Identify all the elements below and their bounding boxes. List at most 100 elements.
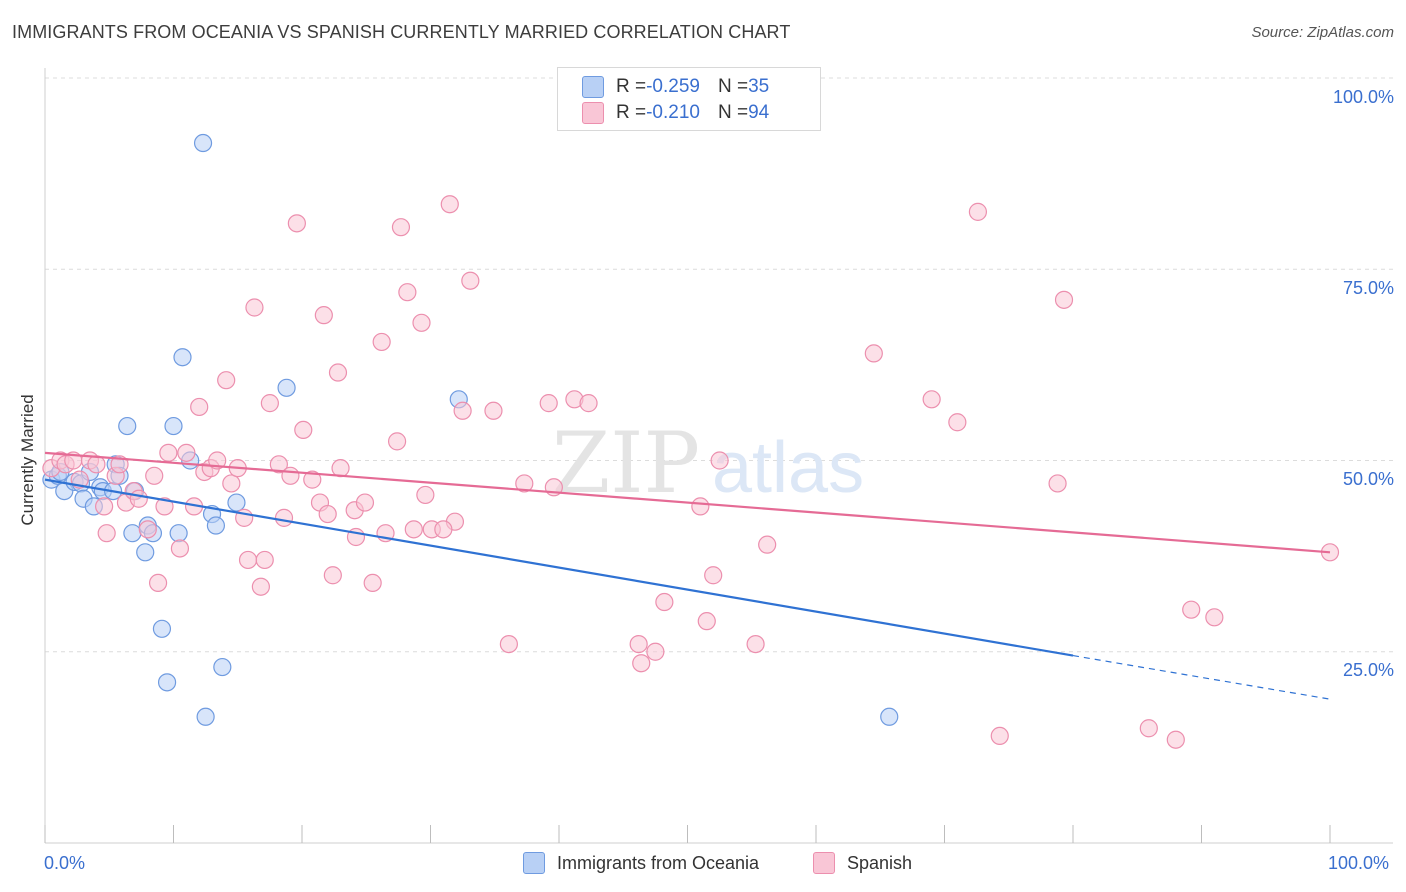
spanish-point <box>331 459 350 478</box>
r-value: -0.210 <box>646 102 700 123</box>
spanish-point <box>412 313 431 332</box>
spanish-point <box>746 634 765 654</box>
spanish-point <box>159 443 178 462</box>
legend-label-spanish: Spanish <box>847 852 913 873</box>
y-tick-label-100: 100.0% <box>1332 87 1394 107</box>
n-value: 94 <box>748 102 770 123</box>
spanish-point <box>387 432 407 451</box>
spanish-point <box>655 592 674 612</box>
spanish-point <box>539 394 558 413</box>
spanish-point <box>646 642 665 661</box>
spanish-point <box>629 634 648 654</box>
spanish-point <box>255 550 274 570</box>
spanish-point <box>269 455 288 474</box>
spanish-point <box>758 535 777 554</box>
spanish-point <box>1166 730 1185 749</box>
spanish-point <box>260 394 279 413</box>
spanish-point <box>155 497 174 516</box>
source-note: Source: ZipAtlas.com <box>1251 24 1394 41</box>
oceania-point <box>206 516 226 535</box>
spanish-point <box>461 271 480 290</box>
x-tick-label-max: 100.0% <box>1328 853 1390 873</box>
oceania-point <box>193 133 213 153</box>
spanish-point <box>922 390 941 409</box>
oceania-point <box>169 524 188 543</box>
oceania-point <box>164 416 183 436</box>
spanish-point <box>170 539 190 558</box>
spanish-point <box>515 474 534 493</box>
n-label: N = <box>717 76 749 97</box>
spanish-point <box>1048 474 1067 493</box>
spanish-swatch <box>582 102 604 124</box>
oceania-point <box>157 673 177 692</box>
spanish-point <box>314 306 333 325</box>
n-label: N = <box>717 102 749 123</box>
spanish-point <box>453 401 472 420</box>
legend-row-spanish: R = -0.210 N = 94 <box>582 100 769 126</box>
legend-label-oceania: Immigrants from Oceania <box>557 852 760 873</box>
y-tick-label-75: 75.0% <box>1342 278 1394 298</box>
oceania-point <box>196 707 215 726</box>
spanish-point <box>323 566 342 585</box>
trend-lines <box>44 451 1331 700</box>
oceania-point <box>277 378 296 397</box>
watermark-zip: ZIP <box>552 414 700 512</box>
spanish-point <box>355 493 375 512</box>
spanish-point <box>704 566 723 585</box>
oceania-point <box>118 416 137 436</box>
r-label: R = <box>616 102 647 123</box>
spanish-point <box>391 218 411 237</box>
spanish-point <box>416 485 435 505</box>
spanish-point <box>440 195 459 214</box>
spanish-point <box>287 214 306 233</box>
spanish-point <box>1205 608 1224 627</box>
spanish-point <box>97 524 116 543</box>
spanish-point <box>251 577 270 596</box>
spanish-point <box>245 298 264 317</box>
x-tick-label-min: 0.0% <box>44 853 86 873</box>
spanish-point <box>145 466 164 485</box>
spanish-point <box>864 344 883 363</box>
spanish-point <box>274 508 294 527</box>
oceania-point <box>227 493 246 512</box>
axes <box>44 68 1393 844</box>
watermark: ZIP atlas <box>552 414 864 512</box>
oceania-point <box>123 524 142 543</box>
spanish-point <box>190 397 209 417</box>
spanish-point <box>632 654 651 673</box>
gridlines <box>45 77 1393 653</box>
spanish-point <box>579 394 598 413</box>
spanish-point <box>318 504 337 524</box>
spanish-point <box>303 470 322 489</box>
n-value: 35 <box>748 76 770 97</box>
spanish-point <box>138 520 157 539</box>
oceania-point <box>880 707 899 726</box>
spanish-point <box>484 401 503 420</box>
r-label: R = <box>616 76 647 97</box>
legend-row-oceania: R = -0.259 N = 35 <box>582 74 769 100</box>
spanish-point <box>95 497 114 516</box>
watermark-atlas: atlas <box>712 428 864 508</box>
spanish-point <box>129 489 148 508</box>
spanish-point <box>281 466 300 485</box>
spanish-point <box>968 202 988 221</box>
oceania-point <box>152 619 172 638</box>
spanish-point <box>222 474 241 493</box>
oceania-trend-line <box>44 478 1074 657</box>
spanish-point <box>697 612 716 631</box>
spanish-point <box>1139 719 1158 738</box>
correlation-legend: R = -0.259 N = 35 R = -0.210 N = 94 <box>557 67 821 131</box>
oceania-point <box>136 543 155 562</box>
spanish-trend-line <box>44 451 1331 554</box>
spanish-point <box>328 363 348 382</box>
spanish-point <box>110 455 129 474</box>
spanish-swatch <box>813 852 835 874</box>
spanish-point <box>691 497 710 516</box>
y-tick-label-25: 25.0% <box>1342 660 1394 680</box>
spanish-point <box>238 550 258 570</box>
legend-item-spanish: Spanish <box>813 852 912 874</box>
oceania-swatch <box>582 76 604 98</box>
spanish-point <box>434 520 453 539</box>
legend-item-oceania: Immigrants from Oceania <box>523 852 759 874</box>
